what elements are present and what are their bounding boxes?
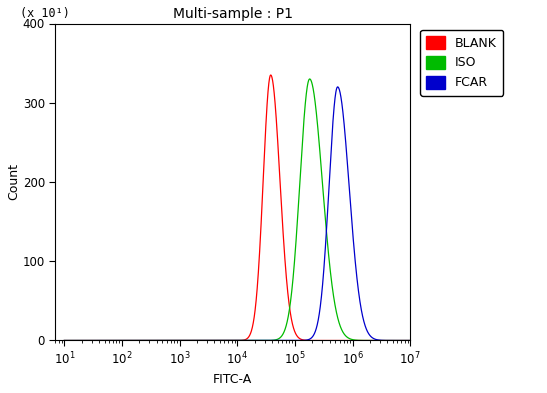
ISO: [400, 338, 407, 343]
FCAR: [209, 338, 216, 343]
BLANK: [267, 73, 274, 77]
Legend: BLANK, ISO, FCAR: BLANK, ISO, FCAR: [420, 30, 503, 95]
FCAR: [101, 338, 107, 343]
ISO: [306, 77, 313, 81]
FCAR: [61, 338, 68, 343]
BLANK: [194, 338, 200, 343]
FCAR: [194, 338, 200, 343]
BLANK: [363, 338, 370, 343]
ISO: [61, 338, 68, 343]
FCAR: [400, 338, 407, 343]
ISO: [101, 338, 107, 343]
Text: (x 10¹): (x 10¹): [20, 7, 70, 20]
FCAR: [363, 327, 370, 331]
BLANK: [121, 338, 127, 343]
FCAR: [334, 84, 341, 89]
ISO: [194, 338, 200, 343]
Line: ISO: ISO: [65, 79, 410, 340]
ISO: [121, 338, 127, 343]
FCAR: [121, 338, 127, 343]
X-axis label: FITC-A: FITC-A: [213, 373, 253, 386]
ISO: [209, 338, 216, 343]
ISO: [407, 338, 414, 343]
Y-axis label: Count: Count: [7, 163, 20, 200]
BLANK: [61, 338, 68, 343]
Line: BLANK: BLANK: [65, 75, 410, 340]
BLANK: [101, 338, 107, 343]
BLANK: [209, 338, 216, 343]
Title: Multi-sample : P1: Multi-sample : P1: [173, 7, 293, 21]
FCAR: [407, 338, 414, 343]
ISO: [363, 338, 370, 343]
Line: FCAR: FCAR: [65, 87, 410, 340]
BLANK: [400, 338, 407, 343]
BLANK: [407, 338, 414, 343]
